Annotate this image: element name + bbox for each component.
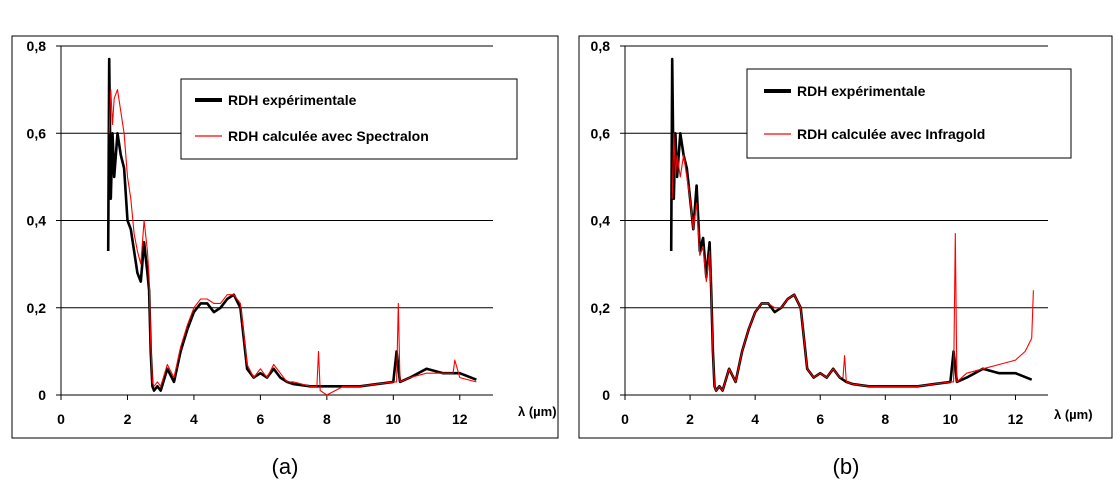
x-tick-label: 4 bbox=[751, 411, 759, 427]
x-tick-labels: 0 2 4 6 8 10 12 bbox=[621, 395, 1023, 427]
x-tick-label: 10 bbox=[943, 411, 959, 427]
chart-panel-a: 0 0,2 0,4 0,6 0,8 0 2 4 6 8 10 12 λ (µm) RDH expér… bbox=[11, 35, 559, 479]
chart-panel-b: 0 0,2 0,4 0,6 0,8 0 2 4 6 8 10 12 λ (µm) RDH expér… bbox=[578, 35, 1113, 479]
y-tick-label: 0 bbox=[38, 387, 46, 403]
y-tick-label: 0,6 bbox=[27, 125, 47, 141]
legend-label-calculated: RDH calculée avec Infragold bbox=[797, 126, 985, 142]
legend: RDH expérimentale RDH calculée avec Spec… bbox=[180, 78, 518, 160]
x-tick-label: 6 bbox=[256, 411, 264, 427]
legend: RDH expérimentale RDH calculée avec Infr… bbox=[746, 68, 1072, 159]
x-tick-label: 8 bbox=[881, 411, 889, 427]
x-tick-label: 2 bbox=[124, 411, 132, 427]
legend-box bbox=[180, 78, 518, 160]
y-tick-labels: 0 0,2 0,4 0,6 0,8 bbox=[27, 38, 61, 403]
series-layer bbox=[669, 57, 1034, 392]
y-tick-label: 0,8 bbox=[27, 38, 47, 54]
x-tick-label: 10 bbox=[386, 411, 402, 427]
x-tick-label: 6 bbox=[816, 411, 824, 427]
x-tick-label: 4 bbox=[190, 411, 198, 427]
x-tick-label: 8 bbox=[323, 411, 331, 427]
legend-label-experimental: RDH expérimentale bbox=[228, 92, 357, 108]
legend-label-calculated: RDH calculée avec Spectralon bbox=[228, 128, 429, 144]
legend-box bbox=[746, 68, 1072, 159]
y-tick-label: 0,4 bbox=[27, 213, 47, 229]
panel-caption-a: (a) bbox=[272, 454, 299, 479]
y-tick-label: 0,2 bbox=[591, 300, 611, 316]
x-tick-label: 12 bbox=[452, 411, 468, 427]
series-layer bbox=[106, 57, 477, 396]
y-tick-label: 0,8 bbox=[591, 38, 611, 54]
x-tick-label: 0 bbox=[621, 411, 629, 427]
x-tick-labels: 0 2 4 6 8 10 12 bbox=[57, 395, 468, 427]
x-tick-label: 2 bbox=[686, 411, 694, 427]
y-tick-label: 0,6 bbox=[591, 125, 611, 141]
x-axis-label: λ (µm) bbox=[518, 404, 557, 419]
panel-caption-b: (b) bbox=[833, 454, 860, 479]
y-tick-label: 0,4 bbox=[591, 213, 611, 229]
y-tick-label: 0 bbox=[602, 387, 610, 403]
series-line-calculated bbox=[108, 89, 477, 396]
series-line-calculated bbox=[671, 132, 1034, 392]
x-tick-label: 0 bbox=[57, 411, 65, 427]
x-tick-label: 12 bbox=[1008, 411, 1024, 427]
x-axis-label: λ (µm) bbox=[1054, 407, 1093, 422]
y-tick-labels: 0 0,2 0,4 0,6 0,8 bbox=[591, 38, 625, 403]
legend-label-experimental: RDH expérimentale bbox=[797, 83, 926, 99]
y-tick-label: 0,2 bbox=[27, 300, 47, 316]
